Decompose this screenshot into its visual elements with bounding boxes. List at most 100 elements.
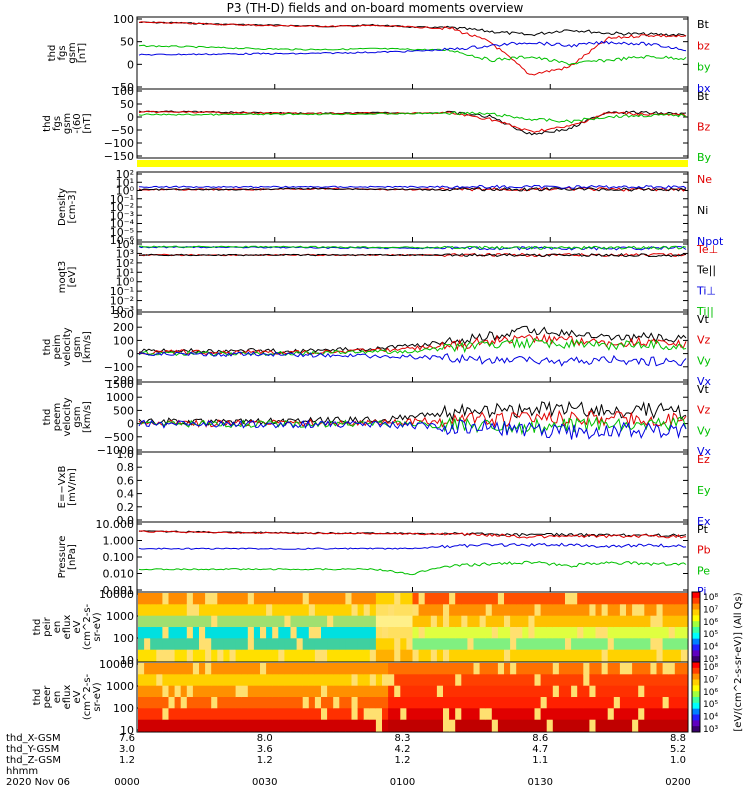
heatmap-cell — [413, 593, 420, 605]
heatmap-cell — [431, 697, 438, 709]
heatmap-cell — [608, 638, 615, 650]
heatmap-cell — [394, 686, 401, 698]
heatmap-cell — [455, 697, 462, 709]
heatmap-cell — [187, 638, 194, 650]
heatmap-cell — [492, 663, 499, 675]
heatmap-cell — [376, 708, 383, 720]
legend-1-0: Bt — [697, 90, 710, 103]
heatmap-cell — [589, 627, 596, 639]
heatmap-cell — [425, 686, 432, 698]
heatmap-cell — [577, 686, 584, 698]
heatmap-cell — [230, 638, 237, 650]
y-tick-label: 0 — [127, 418, 134, 431]
heatmap-cell — [187, 593, 194, 605]
heatmap-cell — [583, 720, 590, 732]
y-tick-label: −100 — [104, 137, 134, 150]
heatmap-cell — [602, 604, 609, 616]
heatmap-cell — [278, 697, 285, 709]
heatmap-cell — [205, 720, 212, 732]
heatmap-cell — [248, 686, 255, 698]
heatmap-cell — [406, 708, 413, 720]
heatmap-cell — [303, 638, 310, 650]
y-tick-label: −100 — [104, 361, 134, 374]
y-tick-label: 1.0 — [117, 448, 135, 461]
heatmap-cell — [467, 674, 474, 686]
y-tick-label: 100 — [113, 632, 134, 645]
heatmap-cell — [394, 720, 401, 732]
heatmap-cell — [504, 650, 511, 662]
heatmap-cell — [144, 650, 151, 662]
heatmap-cell — [315, 686, 322, 698]
heatmap-cell — [638, 627, 645, 639]
heatmap-cell — [565, 638, 572, 650]
x-gsm-value: 8.6 — [532, 733, 548, 744]
heatmap-cell — [504, 593, 511, 605]
heatmap-cell — [657, 663, 664, 675]
heatmap-cell — [388, 593, 395, 605]
heatmap-cell — [364, 638, 371, 650]
heatmap-cell — [162, 650, 169, 662]
heatmap-cell — [175, 686, 182, 698]
heatmap-cell — [486, 593, 493, 605]
heatmap-cell — [522, 638, 529, 650]
heatmap-cell — [443, 708, 450, 720]
heatmap-cell — [474, 720, 481, 732]
heatmap-cell — [138, 720, 145, 732]
heatmap-cell — [260, 720, 267, 732]
heatmap-cell — [376, 638, 383, 650]
heatmap-cell — [675, 686, 682, 698]
heatmap-cell — [571, 720, 578, 732]
heatmap-cell — [382, 627, 389, 639]
heatmap-cell — [321, 593, 328, 605]
heatmap-cell — [205, 674, 212, 686]
heatmap-cell — [278, 686, 285, 698]
heatmap-cell — [358, 697, 365, 709]
heatmap-cell — [352, 627, 359, 639]
heatmap-cell — [626, 697, 633, 709]
heatmap-cell — [345, 686, 352, 698]
heatmap-cell — [321, 663, 328, 675]
heatmap-cell — [419, 686, 426, 698]
heatmap-cell — [425, 616, 432, 628]
heatmap-cell — [559, 604, 566, 616]
heatmap-cell — [205, 627, 212, 639]
heatmap-cell — [230, 708, 237, 720]
heatmap-cell — [596, 650, 603, 662]
heatmap-cell — [541, 627, 548, 639]
ephemeris-row-label: thd_Z-GSM — [6, 755, 61, 766]
heatmap-cell — [382, 708, 389, 720]
heatmap-cell — [376, 616, 383, 628]
y-tick-label: 1000 — [106, 610, 134, 623]
colorbar-cell — [692, 604, 700, 610]
heatmap-cell — [175, 674, 182, 686]
heatmap-cell — [358, 593, 365, 605]
heatmap-cell — [321, 604, 328, 616]
heatmap-cell — [474, 650, 481, 662]
heatmap-cell — [596, 663, 603, 675]
heatmap-cell — [205, 697, 212, 709]
heatmap-cell — [339, 674, 346, 686]
heatmap-cell — [382, 638, 389, 650]
heatmap-cell — [406, 650, 413, 662]
heatmap-cell — [535, 697, 542, 709]
heatmap-cell — [498, 627, 505, 639]
heatmap-cell — [480, 663, 487, 675]
heatmap-cell — [266, 638, 273, 650]
heatmap-cell — [516, 720, 523, 732]
heatmap-cell — [480, 650, 487, 662]
heatmap-cell — [608, 663, 615, 675]
heatmap-cell — [504, 627, 511, 639]
heatmap-cell — [632, 663, 639, 675]
heatmap-cell — [394, 663, 401, 675]
heatmap-cell — [413, 604, 420, 616]
heatmap-cell — [223, 697, 230, 709]
heatmap-cell — [156, 650, 163, 662]
heatmap-cell — [431, 708, 438, 720]
heatmap-cell — [516, 650, 523, 662]
heatmap-cell — [150, 604, 157, 616]
heatmap-cell — [681, 663, 688, 675]
heatmap-cell — [211, 708, 218, 720]
heatmap-cell — [150, 708, 157, 720]
heatmap-cell — [230, 604, 237, 616]
heatmap-cell — [614, 697, 621, 709]
